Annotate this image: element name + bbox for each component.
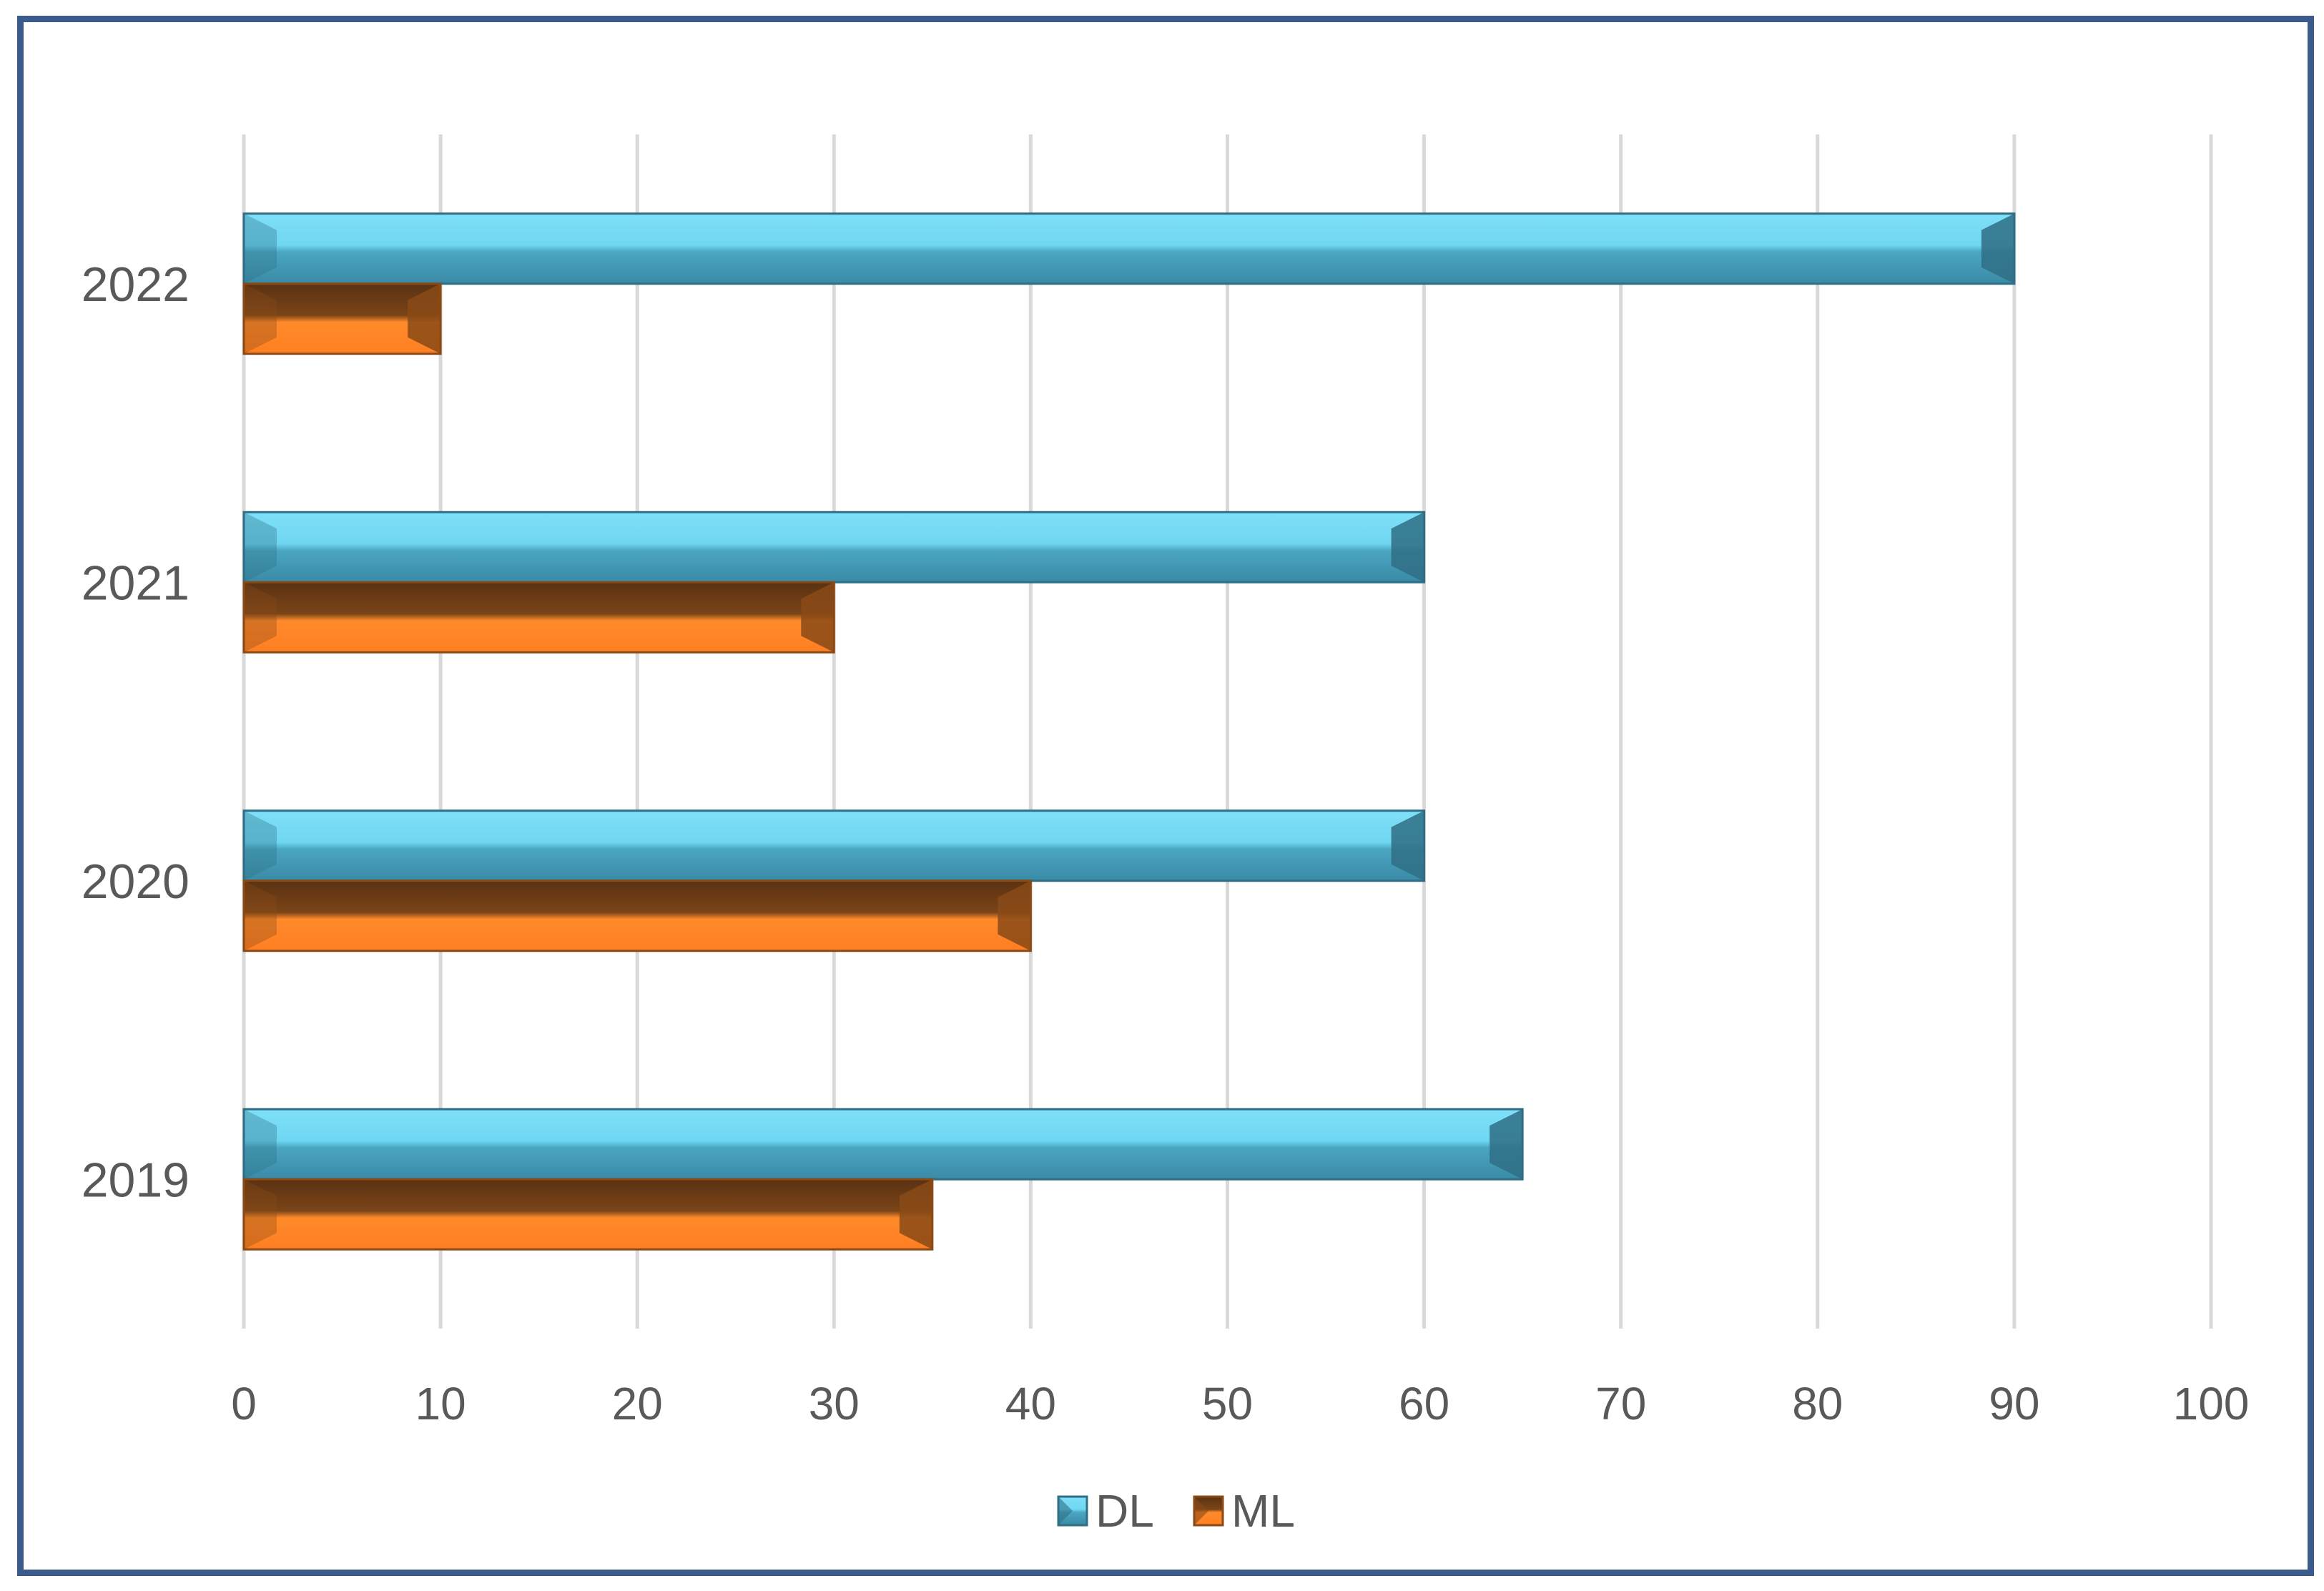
x-tick-label: 70	[1595, 1378, 1646, 1429]
bar-ml	[242, 581, 835, 654]
x-axis-tick-labels: 0 10 20 30 40 50 60 70 80 90 100	[231, 1378, 2249, 1429]
x-tick-label: 40	[1005, 1378, 1056, 1429]
bar-dl	[242, 511, 1426, 583]
x-tick-label: 10	[415, 1378, 466, 1429]
bar-dl	[242, 212, 2016, 285]
y-category-label: 2020	[82, 854, 189, 909]
legend-item-dl: DL	[1057, 1485, 1154, 1537]
bars	[242, 212, 2016, 1251]
x-tick-label: 80	[1792, 1378, 1843, 1429]
x-tick-label: 60	[1399, 1378, 1449, 1429]
x-tick-label: 100	[2173, 1378, 2250, 1429]
legend: DL ML	[1057, 1485, 1295, 1537]
y-category-label: 2019	[82, 1153, 189, 1207]
y-axis-category-labels: 2019 2020 2021 2022	[82, 257, 189, 1208]
bar-ml	[242, 282, 442, 355]
bar-ml	[242, 880, 1032, 952]
x-tick-label: 50	[1202, 1378, 1253, 1429]
x-tick-label: 90	[1989, 1378, 2039, 1429]
bar-dl	[242, 809, 1426, 882]
bar-ml	[242, 1178, 934, 1251]
bar-dl	[242, 1108, 1524, 1181]
x-tick-label: 20	[612, 1378, 663, 1429]
legend-item-ml: ML	[1193, 1485, 1295, 1537]
y-category-label: 2022	[82, 257, 189, 312]
x-tick-label: 30	[809, 1378, 860, 1429]
legend-label: DL	[1095, 1485, 1154, 1537]
legend-label: ML	[1231, 1485, 1295, 1537]
x-tick-label: 0	[231, 1378, 257, 1429]
y-category-label: 2021	[82, 556, 189, 610]
